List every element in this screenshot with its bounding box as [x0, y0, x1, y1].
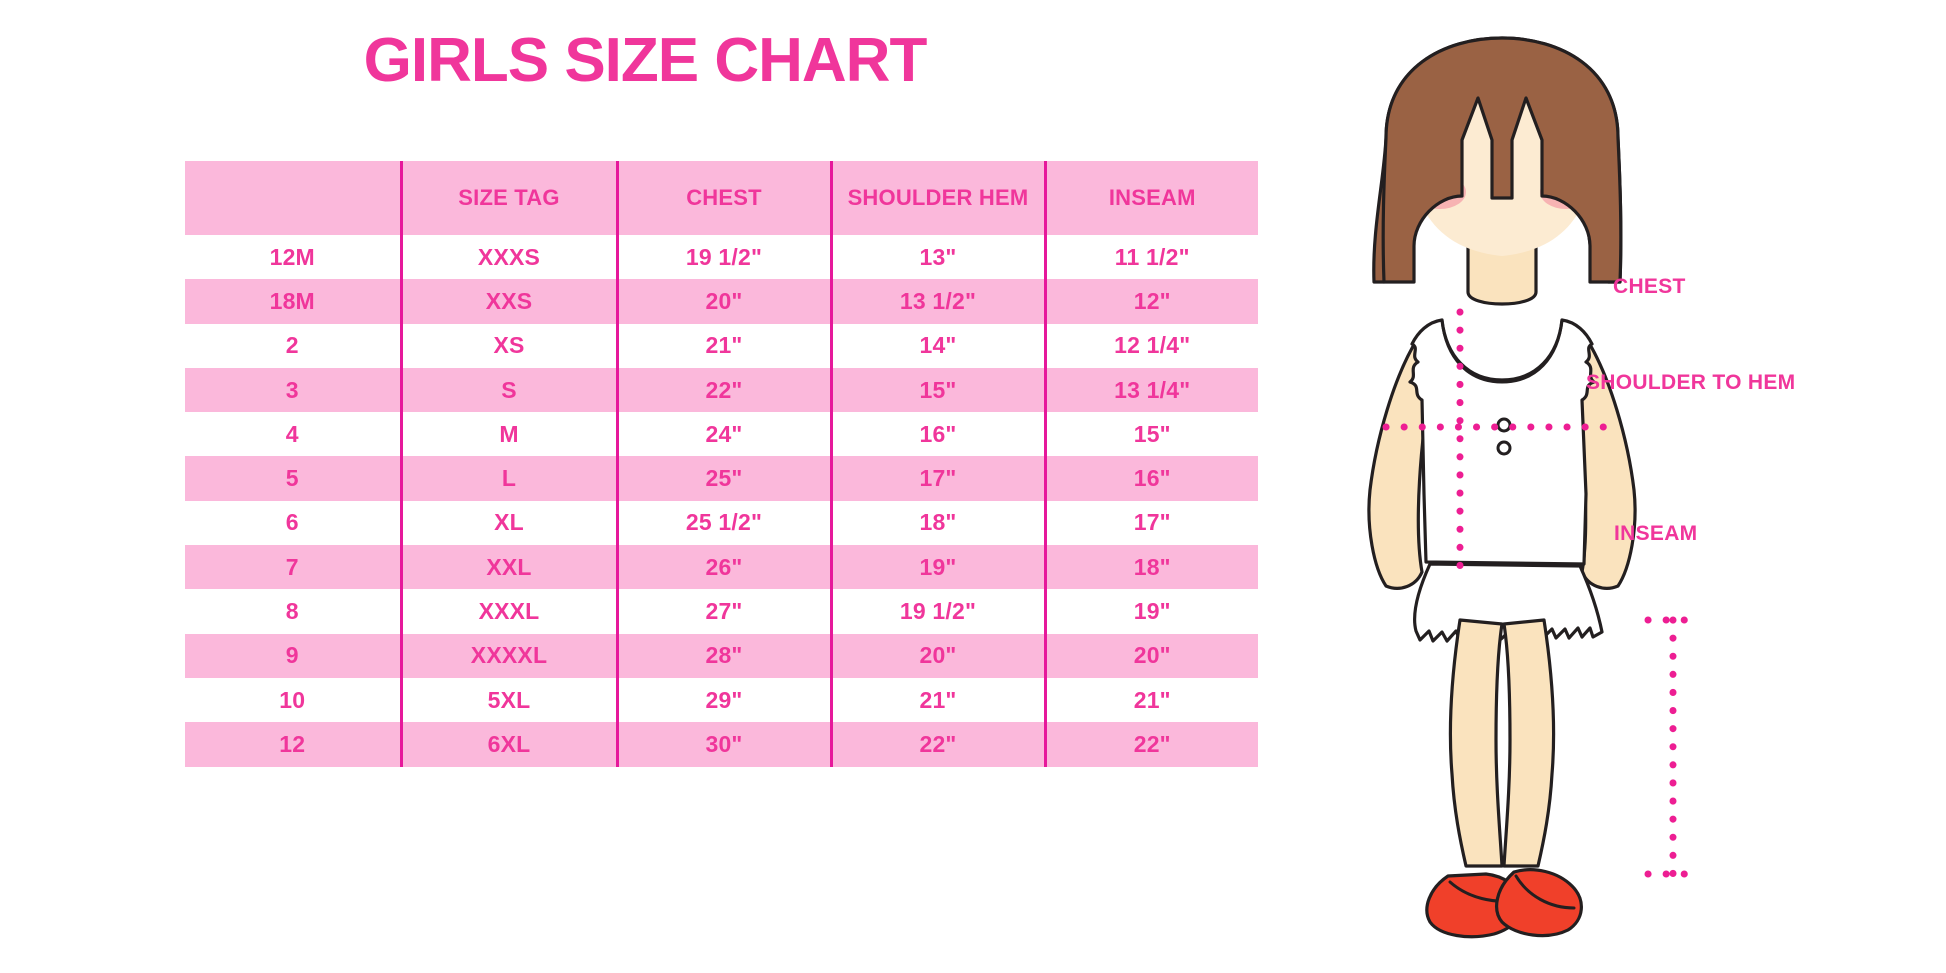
cell-size: 6 [185, 500, 401, 546]
cell-chest: 25 1/2" [615, 500, 831, 546]
cell-inseam: 19" [1043, 589, 1258, 634]
cell-shoulder-hem: 21" [829, 677, 1045, 723]
cell-size: 4 [185, 412, 401, 457]
garment-neckline [1440, 318, 1564, 384]
size-chart-table-container: SIZE TAG CHEST SHOULDER HEM INSEAM 12M XX… [185, 161, 1258, 782]
table-row: 10 5XL 29" 21" 21" [185, 677, 1258, 723]
table-header-row: SIZE TAG CHEST SHOULDER HEM INSEAM [185, 161, 1258, 235]
cell-chest: 22" [615, 367, 831, 413]
cell-chest: 27" [615, 589, 831, 634]
cell-chest: 28" [615, 633, 831, 678]
cell-size: 10 [185, 677, 401, 723]
cell-chest: 26" [615, 545, 831, 590]
cell-size: 3 [185, 367, 401, 413]
cell-size: 7 [185, 545, 401, 590]
cell-inseam: 21" [1043, 677, 1258, 723]
button-bottom-icon [1496, 440, 1512, 456]
hair-front [1381, 36, 1623, 284]
cell-shoulder-hem: 16" [829, 412, 1045, 457]
cell-size-tag: 5XL [399, 677, 617, 723]
measurement-label-shoulder-to-hem: SHOULDER TO HEM [1586, 371, 1796, 394]
cell-shoulder-hem: 19" [829, 545, 1045, 590]
column-header-shoulder-hem: SHOULDER HEM [829, 161, 1045, 235]
cell-chest: 25" [615, 456, 831, 501]
cell-inseam: 13 1/4" [1043, 367, 1258, 413]
cell-size-tag: 6XL [399, 722, 617, 767]
page-title: GIRLS SIZE CHART [363, 26, 928, 95]
table-row: 18M XXS 20" 13 1/2" 12" [185, 279, 1258, 324]
table-row: 12 6XL 30" 22" 22" [185, 722, 1258, 767]
table-row: 7 XXL 26" 19" 18" [185, 545, 1258, 590]
leg-right [1502, 618, 1556, 868]
cell-shoulder-hem: 13 1/2" [829, 279, 1045, 324]
cell-size: 5 [185, 456, 401, 501]
leg-left [1448, 618, 1504, 868]
column-header-size-tag: SIZE TAG [399, 161, 617, 235]
cell-inseam: 12 1/4" [1043, 323, 1258, 368]
cell-shoulder-hem: 20" [829, 633, 1045, 678]
cell-inseam: 18" [1043, 545, 1258, 590]
cell-size-tag: XL [399, 500, 617, 546]
cell-size: 8 [185, 589, 401, 634]
table-row: 3 S 22" 15" 13 1/4" [185, 367, 1258, 413]
cell-chest: 30" [615, 722, 831, 767]
neck [1466, 240, 1538, 306]
table-row: 12M XXXS 19 1/2" 13" 11 1/2" [185, 235, 1258, 280]
cell-chest: 21" [615, 323, 831, 368]
cell-size-tag: XXXS [399, 235, 617, 280]
button-top-icon [1496, 417, 1512, 433]
table-header: SIZE TAG CHEST SHOULDER HEM INSEAM [185, 161, 1258, 235]
arm-left [1367, 336, 1434, 590]
table-body: 12M XXXS 19 1/2" 13" 11 1/2" 18M XXS 20" 13 1/2"… [185, 235, 1258, 767]
cell-inseam: 20" [1043, 633, 1258, 678]
cell-shoulder-hem: 14" [829, 323, 1045, 368]
table-row: 6 XL 25 1/2" 18" 17" [185, 500, 1258, 546]
cell-chest: 29" [615, 677, 831, 723]
cell-shoulder-hem: 15" [829, 367, 1045, 413]
cell-chest: 19 1/2" [615, 235, 831, 280]
cell-chest: 20" [615, 279, 831, 324]
cell-size: 12 [185, 722, 401, 767]
shoe-right [1495, 868, 1583, 938]
column-header-size [185, 161, 401, 235]
girl-figure-illustration [1290, 20, 1946, 960]
cell-shoulder-hem: 19 1/2" [829, 589, 1045, 634]
cell-inseam: 16" [1043, 456, 1258, 501]
cell-inseam: 15" [1043, 412, 1258, 457]
cell-size-tag: M [399, 412, 617, 457]
table-row: 5 L 25" 17" 16" [185, 456, 1258, 501]
cell-size: 12M [185, 235, 401, 280]
cell-shoulder-hem: 18" [829, 500, 1045, 546]
cell-size-tag: XS [399, 323, 617, 368]
cell-inseam: 22" [1043, 722, 1258, 767]
cell-size: 18M [185, 279, 401, 324]
cell-size-tag: L [399, 456, 617, 501]
cell-inseam: 12" [1043, 279, 1258, 324]
cell-chest: 24" [615, 412, 831, 457]
cell-inseam: 17" [1043, 500, 1258, 546]
cell-size: 9 [185, 633, 401, 678]
cell-size-tag: S [399, 367, 617, 413]
column-header-chest: CHEST [615, 161, 831, 235]
cell-size-tag: XXL [399, 545, 617, 590]
cell-size-tag: XXXXL [399, 633, 617, 678]
table-row: 4 M 24" 16" 15" [185, 412, 1258, 457]
column-header-inseam: INSEAM [1043, 161, 1258, 235]
table-row: 8 XXXL 27" 19 1/2" 19" [185, 589, 1258, 634]
cell-size-tag: XXXL [399, 589, 617, 634]
cell-size-tag: XXS [399, 279, 617, 324]
cell-shoulder-hem: 22" [829, 722, 1045, 767]
cell-shoulder-hem: 17" [829, 456, 1045, 501]
table-row: 9 XXXXL 28" 20" 20" [185, 633, 1258, 678]
cell-size: 2 [185, 323, 401, 368]
cell-inseam: 11 1/2" [1043, 235, 1258, 280]
cell-shoulder-hem: 13" [829, 235, 1045, 280]
size-chart-table: SIZE TAG CHEST SHOULDER HEM INSEAM 12M XX… [185, 161, 1258, 767]
measurement-label-inseam: INSEAM [1614, 522, 1698, 545]
measurement-label-chest: CHEST [1613, 275, 1686, 298]
table-row: 2 XS 21" 14" 12 1/4" [185, 323, 1258, 368]
shoe-right-strap [1514, 874, 1576, 910]
